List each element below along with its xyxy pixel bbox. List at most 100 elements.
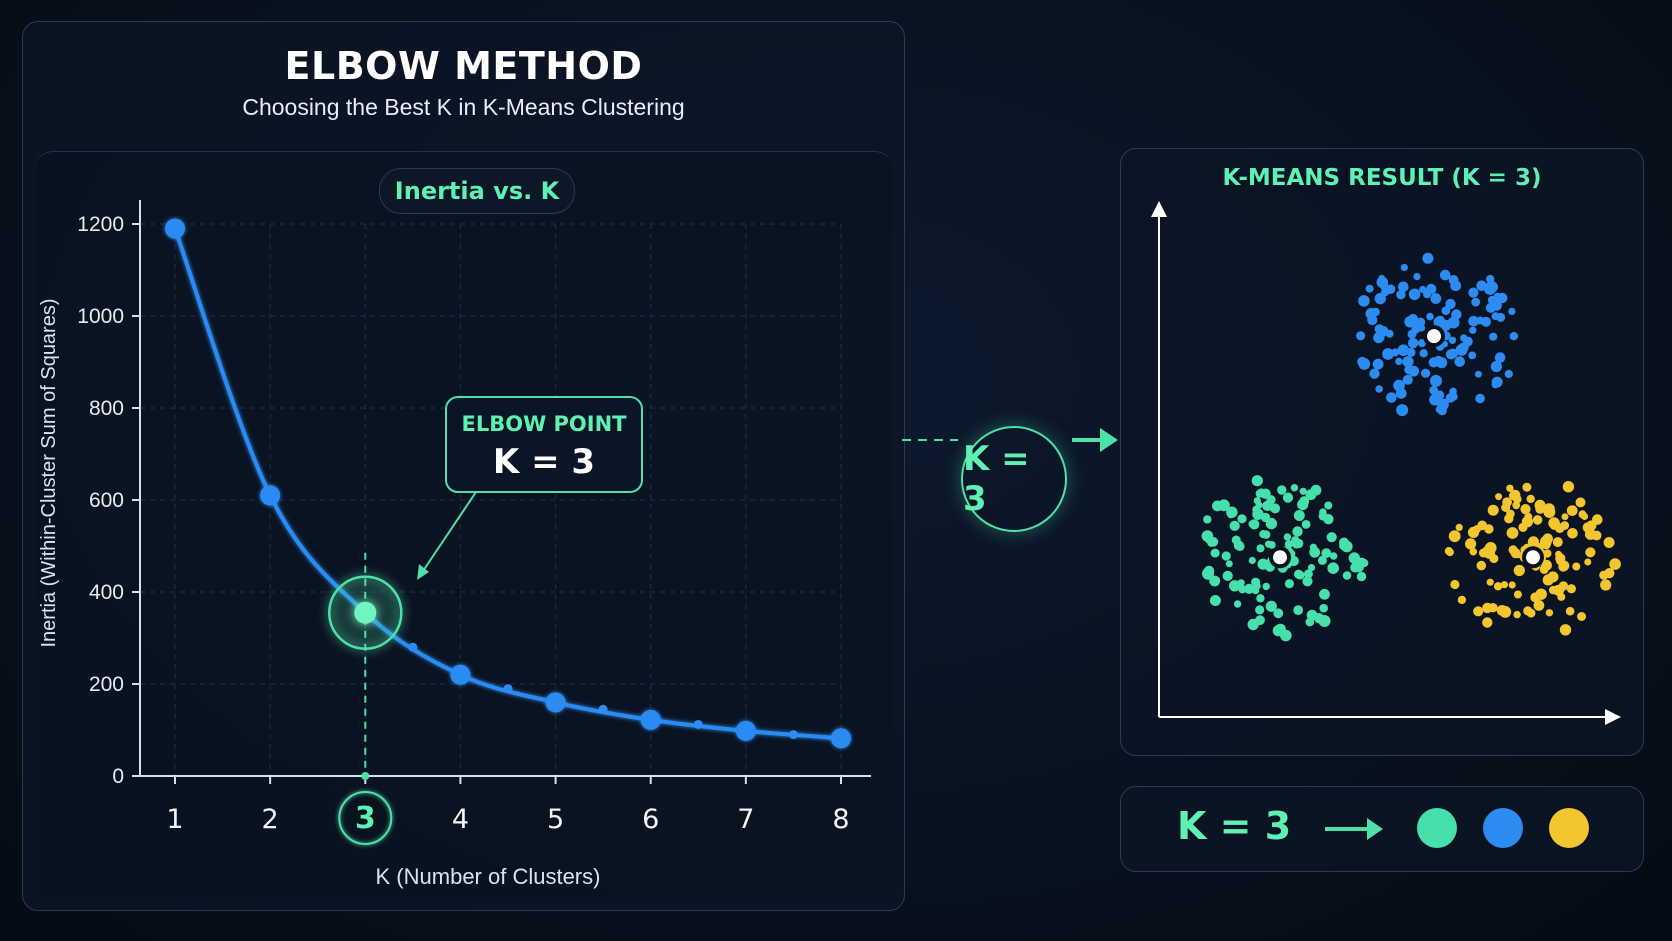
scatter-point bbox=[1491, 312, 1500, 320]
scatter-point bbox=[1299, 487, 1307, 495]
scatter-point bbox=[1455, 344, 1468, 356]
scatter-point bbox=[1527, 536, 1539, 548]
scatter-axes bbox=[1151, 201, 1621, 725]
scatter-point bbox=[1474, 370, 1482, 378]
scatter-point bbox=[1533, 600, 1545, 611]
scatter-point bbox=[1270, 503, 1281, 514]
y-tick-label: 1200 bbox=[77, 213, 124, 236]
summary-k: K = 3 bbox=[1177, 804, 1292, 848]
callout-arrow bbox=[420, 491, 477, 575]
callout-arrow-head bbox=[417, 564, 429, 580]
scatter-point bbox=[1430, 293, 1442, 304]
elbow-point bbox=[354, 601, 377, 624]
scatter-point bbox=[1439, 269, 1451, 281]
scatter-point bbox=[1262, 500, 1273, 511]
scatter-point bbox=[1423, 290, 1432, 299]
scatter-point bbox=[1577, 612, 1587, 621]
scatter-point bbox=[1356, 331, 1366, 341]
scatter-point bbox=[1202, 567, 1214, 580]
scatter-point bbox=[1203, 515, 1212, 524]
scatter-point bbox=[1283, 533, 1292, 541]
scatter-point bbox=[1488, 603, 1498, 613]
scatter-point bbox=[1201, 530, 1214, 542]
scatter-point bbox=[1600, 579, 1612, 591]
scatter-point bbox=[1222, 570, 1233, 581]
kmeans-scatter bbox=[1151, 201, 1621, 725]
scatter-point bbox=[1482, 617, 1493, 628]
scatter-point bbox=[1543, 549, 1552, 558]
scatter-point bbox=[1584, 558, 1592, 566]
scatter-point bbox=[1557, 592, 1566, 601]
scatter-point bbox=[1603, 537, 1615, 548]
scatter-point bbox=[1555, 550, 1562, 558]
scatter-point bbox=[1457, 595, 1467, 605]
scatter-point bbox=[1397, 344, 1410, 356]
scatter-point bbox=[1319, 588, 1330, 600]
scatter-point bbox=[1454, 356, 1465, 367]
scatter-point bbox=[1396, 404, 1409, 417]
scatter-point bbox=[1489, 554, 1499, 564]
elbow-callout-label: ELBOW POINT bbox=[461, 412, 627, 436]
minor-point bbox=[408, 642, 418, 652]
scatter-point bbox=[1327, 562, 1339, 574]
scatter-point bbox=[1509, 332, 1519, 341]
scatter-point bbox=[1473, 606, 1484, 617]
scatter-point bbox=[1493, 292, 1502, 301]
page-subtitle: Choosing the Best K in K-Means Clusterin… bbox=[242, 94, 685, 120]
scatter-point bbox=[1260, 512, 1271, 523]
scatter-point bbox=[1260, 488, 1271, 499]
scatter-point bbox=[1218, 499, 1230, 512]
scatter-point bbox=[1406, 347, 1416, 357]
data-point bbox=[831, 728, 851, 749]
scatter-point bbox=[1609, 558, 1621, 570]
scatter-point bbox=[1572, 562, 1581, 571]
scatter-point bbox=[1509, 489, 1521, 501]
scatter-point bbox=[1491, 300, 1502, 311]
arrow-right-icon bbox=[1325, 818, 1383, 840]
scatter-point bbox=[1393, 379, 1405, 392]
scatter-point bbox=[1244, 583, 1255, 594]
scatter-point bbox=[1463, 336, 1473, 347]
scatter-point bbox=[1385, 284, 1396, 294]
scatter-point bbox=[1303, 569, 1313, 579]
connector bbox=[902, 428, 1118, 452]
scatter-point bbox=[1482, 546, 1490, 554]
scatter-point bbox=[1323, 514, 1334, 525]
scatter-point bbox=[1221, 551, 1231, 561]
x-tick-label: 5 bbox=[547, 804, 564, 835]
scatter-point bbox=[1451, 309, 1462, 320]
x-tick-label: 2 bbox=[262, 804, 279, 835]
scatter-point bbox=[1448, 336, 1457, 344]
scatter-point bbox=[1294, 538, 1304, 549]
scatter-point bbox=[1302, 576, 1313, 587]
scatter-point bbox=[1513, 590, 1522, 599]
scatter-point bbox=[1448, 319, 1457, 328]
scatter-point bbox=[1437, 398, 1449, 411]
scatter-point bbox=[1273, 608, 1284, 619]
y-tick-label: 800 bbox=[89, 397, 124, 420]
scatter-point bbox=[1417, 339, 1426, 348]
centroid bbox=[1526, 550, 1540, 565]
scatter-point bbox=[1277, 485, 1287, 495]
centroids bbox=[1269, 325, 1544, 569]
scatter-point bbox=[1233, 600, 1242, 608]
scatter-point bbox=[1229, 520, 1240, 531]
scatter-point bbox=[1373, 332, 1384, 344]
scatter-point bbox=[1342, 571, 1352, 580]
scatter-point bbox=[1567, 528, 1578, 539]
cluster-swatch-blue bbox=[1483, 808, 1523, 848]
scatter-point bbox=[1552, 537, 1563, 548]
scatter-point bbox=[1475, 393, 1485, 404]
scatter-point bbox=[1229, 580, 1241, 592]
scatter-point bbox=[1448, 348, 1458, 359]
scatter-point bbox=[1295, 570, 1305, 580]
elbow-chart: 0 200 400 600 800 1000 1200 1 2 3 4 5 6 7 8 Inertia (W… bbox=[38, 200, 871, 889]
data-point bbox=[735, 720, 756, 741]
scatter-point bbox=[1210, 548, 1220, 558]
scatter-point bbox=[1465, 538, 1477, 550]
scatter-point bbox=[1422, 252, 1434, 264]
y-tick-label: 600 bbox=[89, 489, 124, 512]
scatter-point bbox=[1469, 326, 1477, 334]
scatter-point bbox=[1493, 582, 1503, 591]
scatter-point bbox=[1408, 288, 1421, 301]
